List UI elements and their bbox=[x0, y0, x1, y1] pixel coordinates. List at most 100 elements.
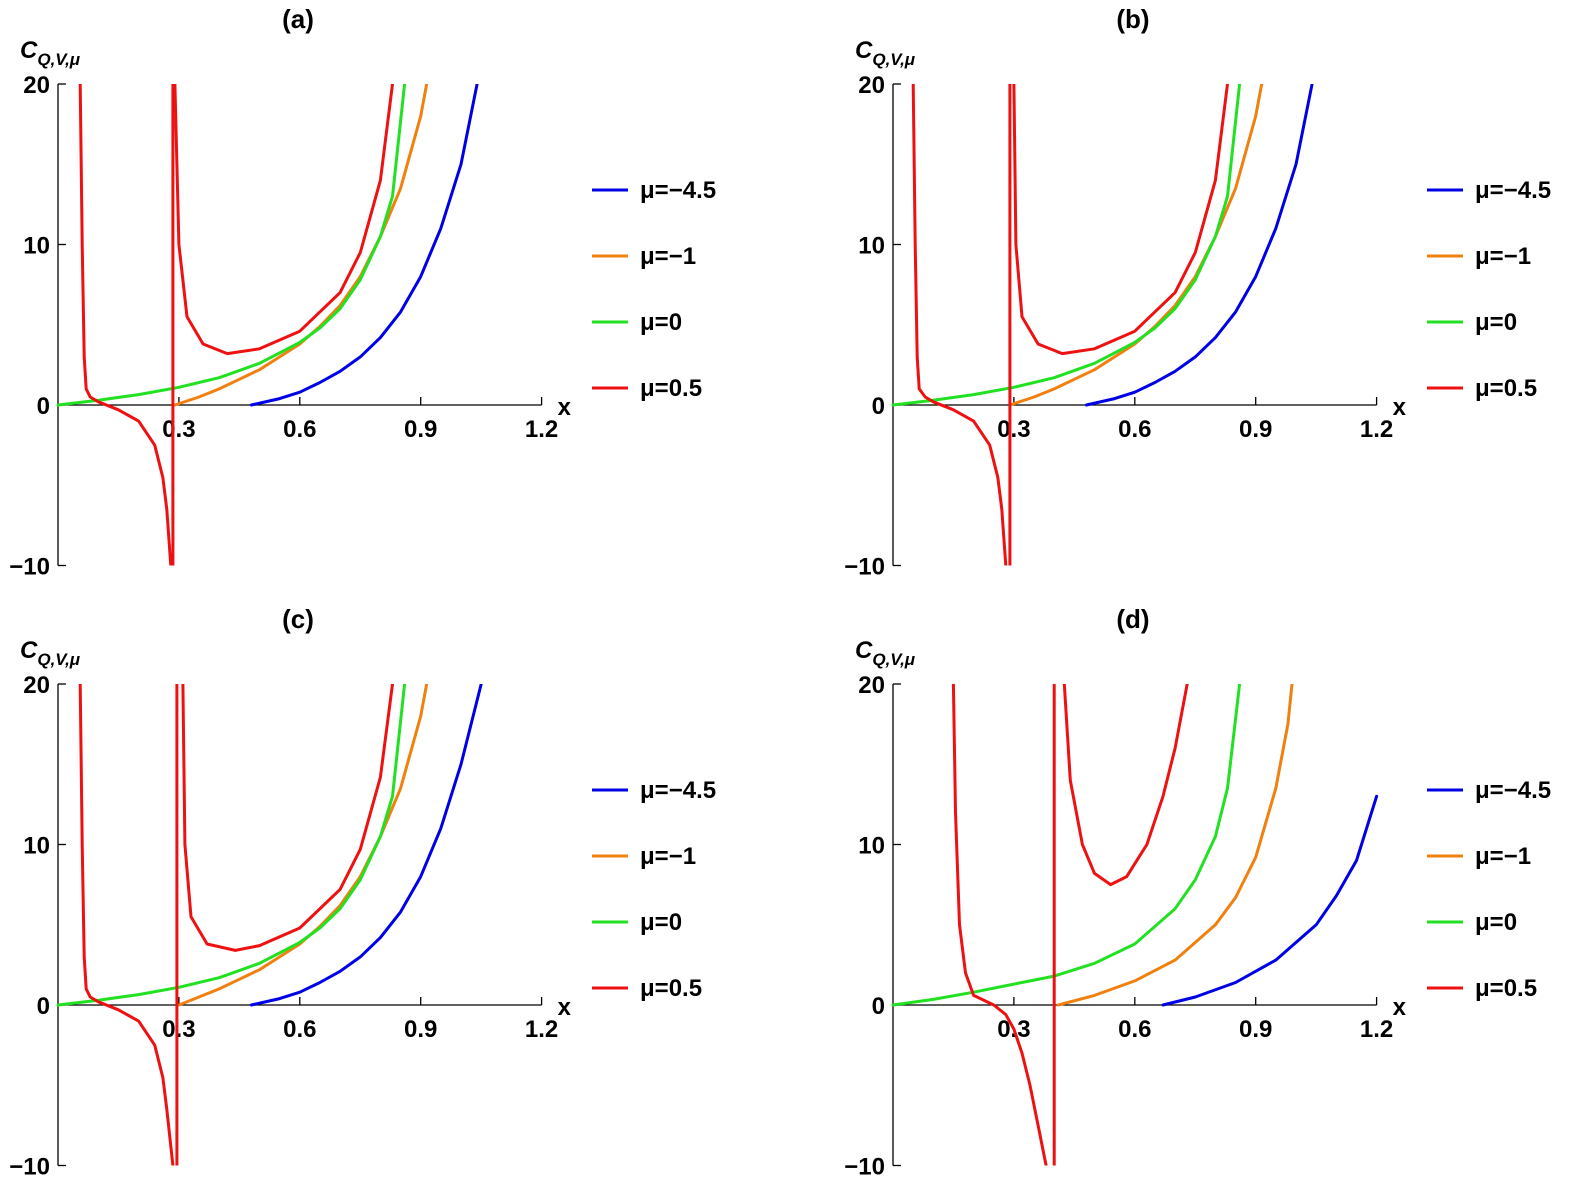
y-tick-label: 0 bbox=[872, 993, 885, 1020]
series-line bbox=[78, 684, 175, 1166]
y-axis-label: CQ,V,μ bbox=[855, 637, 916, 669]
x-tick-label: 0.9 bbox=[404, 1016, 437, 1043]
series-line bbox=[249, 684, 483, 1007]
series-line bbox=[173, 84, 429, 407]
series-line bbox=[56, 684, 407, 1007]
legend-label: μ=−4.5 bbox=[1475, 177, 1551, 204]
legend-label: μ=0.5 bbox=[1475, 975, 1537, 1002]
panel-c: (c) CQ,V,μ x 0.3 0.6 0.9 1.2 −10 0 10 20 μ=−4.5 μ=−1… bbox=[9, 604, 716, 1179]
series-group bbox=[249, 684, 483, 1007]
x-tick-label: 1.2 bbox=[525, 1016, 558, 1043]
legend-label: μ=0 bbox=[1475, 909, 1517, 936]
series-line bbox=[1161, 794, 1379, 1007]
legend-label: μ=0 bbox=[640, 909, 682, 936]
y-axis-label-main: C bbox=[20, 37, 38, 64]
series-line bbox=[1012, 84, 1229, 356]
y-tick-label: 10 bbox=[23, 833, 50, 860]
x-tick-label: 0.3 bbox=[162, 1016, 195, 1043]
y-axis-label-sub: Q,V,μ bbox=[37, 650, 80, 669]
panel-a: (a) CQ,V,μ x 0.3 0.6 0.9 1.2 −10 0 10 20 μ=−4.5 μ=−1… bbox=[9, 4, 716, 581]
panel-title: (d) bbox=[1116, 604, 1149, 634]
y-tick-label: 10 bbox=[23, 233, 50, 260]
x-axis-label: x bbox=[1393, 994, 1407, 1021]
series-group bbox=[56, 84, 407, 407]
y-tick-label: 0 bbox=[37, 393, 50, 420]
series-group bbox=[78, 684, 394, 1166]
y-tick-label: −10 bbox=[9, 554, 50, 581]
series-line bbox=[249, 84, 479, 407]
legend-label: μ=−1 bbox=[1475, 243, 1531, 270]
series-group bbox=[1161, 794, 1379, 1007]
legend-label: μ=−4.5 bbox=[640, 777, 716, 804]
series-line bbox=[1062, 684, 1189, 887]
panel-title: (a) bbox=[282, 4, 314, 34]
y-axis-label-main: C bbox=[855, 637, 873, 664]
series-line bbox=[177, 684, 429, 1007]
series-line bbox=[56, 84, 407, 407]
series-group bbox=[911, 84, 1229, 566]
y-tick-label: −10 bbox=[9, 1154, 50, 1179]
series-line bbox=[1084, 84, 1314, 407]
legend-label: μ=0 bbox=[1475, 309, 1517, 336]
y-tick-label: 20 bbox=[23, 672, 50, 699]
legend-label: μ=0.5 bbox=[640, 375, 702, 402]
legend-label: μ=0.5 bbox=[640, 975, 702, 1002]
legend-label: μ=−1 bbox=[1475, 843, 1531, 870]
y-axis-label-main: C bbox=[855, 37, 873, 64]
y-tick-label: 20 bbox=[858, 672, 885, 699]
x-tick-label: 0.9 bbox=[1239, 416, 1272, 443]
x-tick-label: 0.6 bbox=[283, 416, 316, 443]
x-tick-label: 1.2 bbox=[525, 416, 558, 443]
series-line bbox=[173, 84, 394, 356]
legend-label: μ=0.5 bbox=[1475, 375, 1537, 402]
series-line bbox=[1056, 684, 1294, 1007]
y-tick-label: −10 bbox=[844, 1154, 885, 1179]
series-group bbox=[891, 684, 1242, 1007]
panel-d: (d)CQ,V,μx0.3 0.6 0.9 1.2−1001020μ=−4.5μ=−1… bbox=[844, 604, 1551, 1179]
x-axis-label: x bbox=[1393, 394, 1407, 421]
series-group bbox=[951, 684, 1189, 1166]
y-axis-label: CQ,V,μ bbox=[855, 37, 916, 69]
y-tick-label: 20 bbox=[23, 72, 50, 99]
x-tick-label: 0.9 bbox=[404, 416, 437, 443]
panel-title: (b) bbox=[1116, 4, 1149, 34]
x-tick-label: 0.6 bbox=[1118, 416, 1151, 443]
y-axis-label: CQ,V,μ bbox=[20, 37, 81, 69]
x-tick-label: 1.2 bbox=[1360, 416, 1393, 443]
series-line bbox=[911, 84, 1008, 566]
y-tick-label: −10 bbox=[844, 554, 885, 581]
x-tick-label: 0.6 bbox=[1118, 1016, 1151, 1043]
panel-title: (c) bbox=[282, 604, 314, 634]
x-tick-label: 0.9 bbox=[1239, 1016, 1272, 1043]
series-group bbox=[1008, 84, 1264, 407]
legend-label: μ=−4.5 bbox=[640, 177, 716, 204]
y-axis-label: CQ,V,μ bbox=[20, 637, 81, 669]
series-line bbox=[891, 684, 1242, 1007]
y-tick-label: 20 bbox=[858, 72, 885, 99]
y-tick-label: 10 bbox=[858, 833, 885, 860]
x-axis-label: x bbox=[558, 994, 572, 1021]
series-group bbox=[56, 684, 407, 1007]
x-tick-label: 0.6 bbox=[283, 1016, 316, 1043]
series-line bbox=[181, 684, 394, 952]
series-line bbox=[951, 684, 1048, 1166]
y-tick-label: 10 bbox=[858, 233, 885, 260]
series-group bbox=[173, 84, 429, 407]
panel-b: (b) CQ,V,μ x 0.3 0.6 0.9 1.2 −10 0 10 20 μ=−4.5 μ=−1… bbox=[844, 4, 1551, 581]
y-axis-label-sub: Q,V,μ bbox=[37, 50, 80, 69]
x-tick-label: 0.3 bbox=[162, 416, 195, 443]
legend-label: μ=0 bbox=[640, 309, 682, 336]
x-tick-label: 0.3 bbox=[997, 416, 1030, 443]
series-line bbox=[78, 84, 173, 566]
series-group bbox=[1084, 84, 1314, 407]
y-axis-label-sub: Q,V,μ bbox=[872, 650, 915, 669]
y-tick-label: 0 bbox=[37, 993, 50, 1020]
x-axis-label: x bbox=[558, 394, 572, 421]
legend-label: μ=−1 bbox=[640, 843, 696, 870]
series-line bbox=[891, 84, 1242, 407]
y-tick-label: 0 bbox=[872, 393, 885, 420]
legend-label: μ=−1 bbox=[640, 243, 696, 270]
y-axis-label-sub: Q,V,μ bbox=[872, 50, 915, 69]
series-group bbox=[78, 84, 394, 566]
